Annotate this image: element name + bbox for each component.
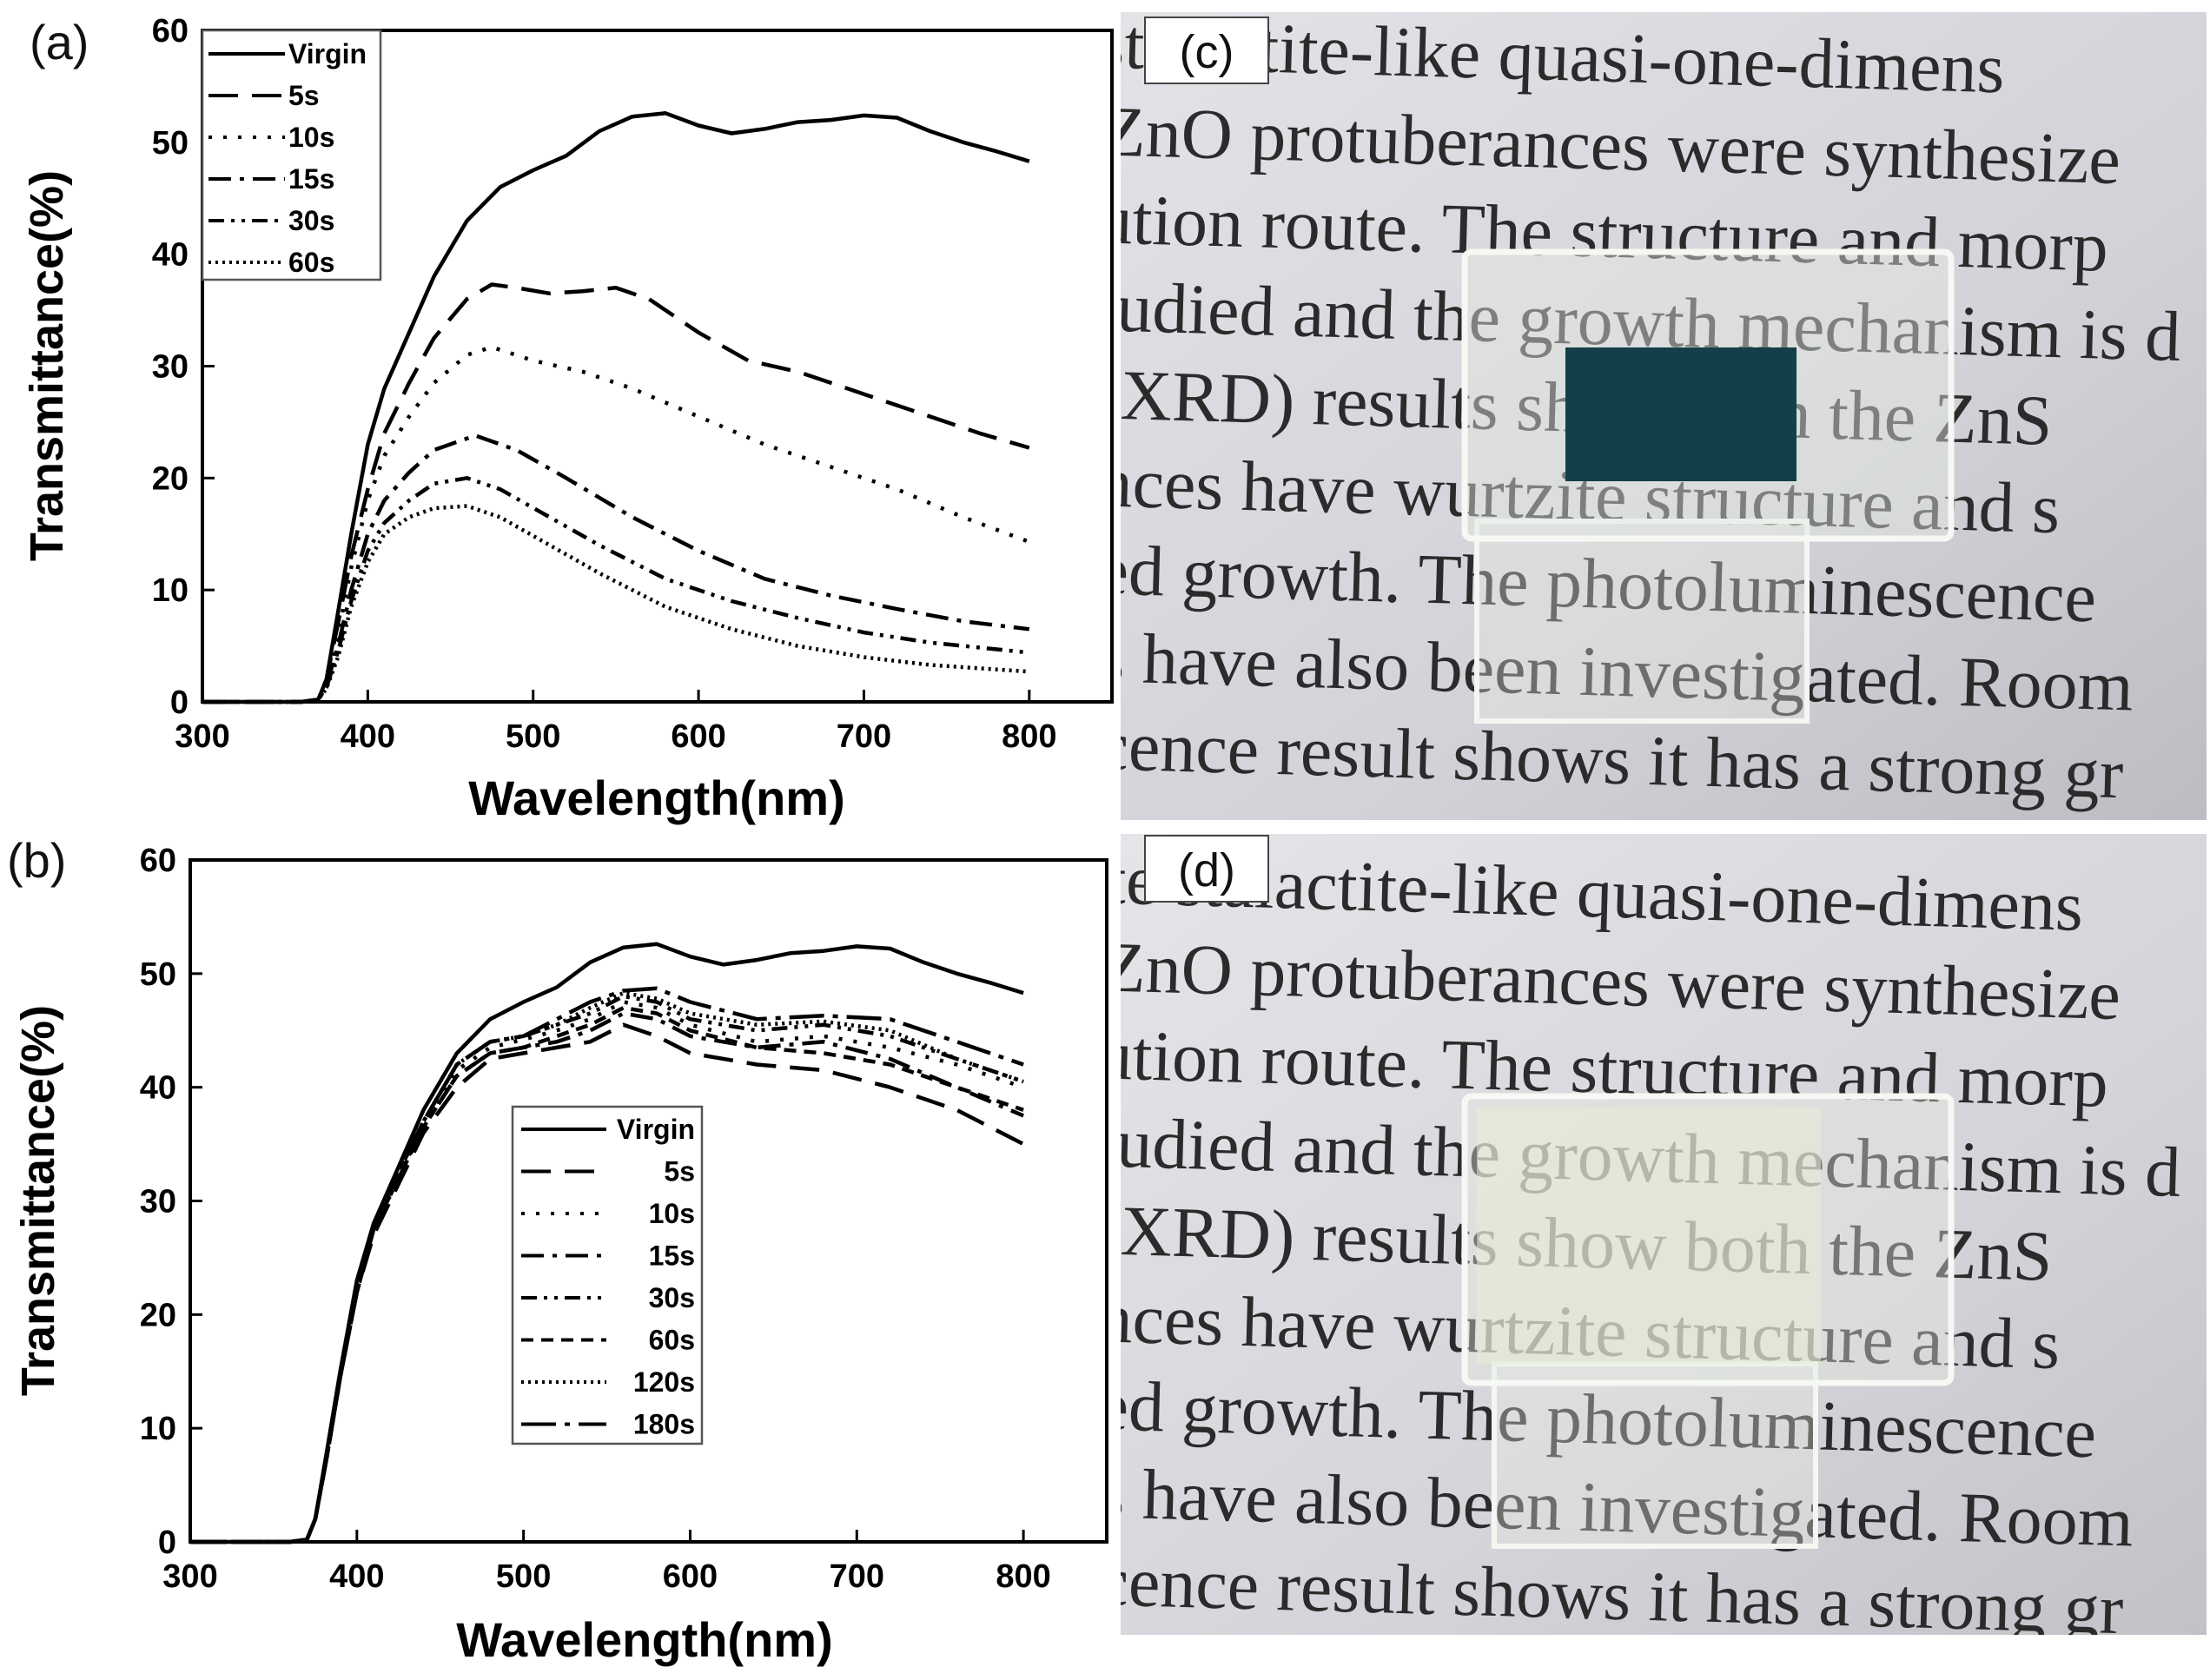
series-line-10s [202,345,1030,704]
legend-label: Virgin [617,1114,695,1145]
y-tick-label: 20 [140,1297,176,1333]
y-axis-title: Transmittance(%) [12,1005,64,1396]
x-tick-label: 600 [663,1558,718,1595]
series-group [190,942,1025,1544]
series-line-60s [202,504,1029,704]
x-axis-title: Wavelength(nm) [456,1612,832,1667]
x-tick-label: 700 [837,718,891,755]
y-tick-label: 50 [152,125,189,162]
legend-label: 30s [288,205,334,236]
y-tick-label: 40 [152,237,189,274]
axis-ticks: 300 400 500 600 700 800 0 10 20 30 40 50 60 [140,843,1051,1595]
y-tick-label: 30 [152,349,189,386]
legend-label: 15s [288,163,334,195]
panel-c-label: (c) [1180,26,1234,78]
electrochromic-film [1565,347,1796,481]
x-tick-label: 500 [506,718,560,755]
legend-box [511,1105,704,1445]
legend-label: 180s [633,1409,695,1440]
legend: Virgin 5s 10s 15s 30s 60s 120s 180s [511,1105,704,1445]
x-tick-label: 300 [162,1558,217,1595]
y-tick-label: 30 [140,1184,176,1220]
series-line-15s [202,433,1030,704]
panel-d-label-box [1144,835,1269,903]
series-line-30s [202,476,1030,704]
x-tick-label: 500 [496,1558,551,1595]
legend-label: 10s [288,122,334,153]
legend-label: 15s [649,1240,695,1272]
x-tick-label: 400 [341,718,395,755]
panel-d-label: (d) [1178,844,1235,896]
y-tick-label: 20 [152,460,189,497]
x-tick-label: 400 [329,1558,384,1595]
legend-label: 120s [633,1366,695,1398]
series-line-180s [190,986,1024,1544]
legend-label: Virgin [288,38,367,69]
legend-label: 60s [649,1325,695,1356]
glass-slide-lower [1492,1361,1818,1549]
y-tick-label: 60 [152,13,189,50]
x-tick-label: 700 [830,1558,884,1595]
y-tick-label: 10 [152,572,189,609]
x-tick-label: 800 [1002,718,1056,755]
series-group [202,111,1030,704]
series-line-5s [202,282,1030,704]
axis-ticks: 300 400 500 600 700 800 0 10 20 30 40 50 60 [152,13,1057,755]
legend-box [201,29,382,281]
glass-slide-lower [1474,519,1810,724]
panel-d-photo: ite stalactite-like quasi-one-dimensZnO … [1121,834,2207,1635]
x-tick-label: 300 [175,718,229,755]
y-tick-label: 0 [170,685,189,721]
bleached-film [1477,1108,1821,1364]
y-tick-label: 60 [140,843,176,879]
y-tick-label: 0 [158,1525,176,1561]
x-tick-label: 800 [996,1558,1050,1595]
legend-label: 5s [664,1156,695,1187]
legend-label: 5s [288,80,320,111]
x-axis-title: Wavelength(nm) [468,771,844,825]
legend-label: 60s [288,247,334,278]
panel-b-chart: (b) 300 400 500 600 700 800 0 10 20 30 40 50 60 Wave… [7,833,1108,1667]
y-axis-title: Transmittance(%) [21,170,73,561]
panel-b-label: (b) [7,833,66,888]
legend-label: 30s [649,1282,695,1313]
panel-a-label: (a) [30,15,89,69]
series-line-virgin [202,111,1030,704]
y-tick-label: 40 [140,1070,176,1107]
panel-a-chart: (a) 300 400 500 600 700 800 0 10 20 30 40 50 60 Wave… [21,13,1114,825]
y-tick-label: 50 [140,956,176,993]
legend-label: 10s [649,1198,695,1229]
y-tick-label: 10 [140,1411,176,1447]
legend: Virgin 5s 10s 15s 30s 60s [201,29,382,281]
panel-c-label-box [1144,17,1269,84]
x-tick-label: 600 [671,718,725,755]
